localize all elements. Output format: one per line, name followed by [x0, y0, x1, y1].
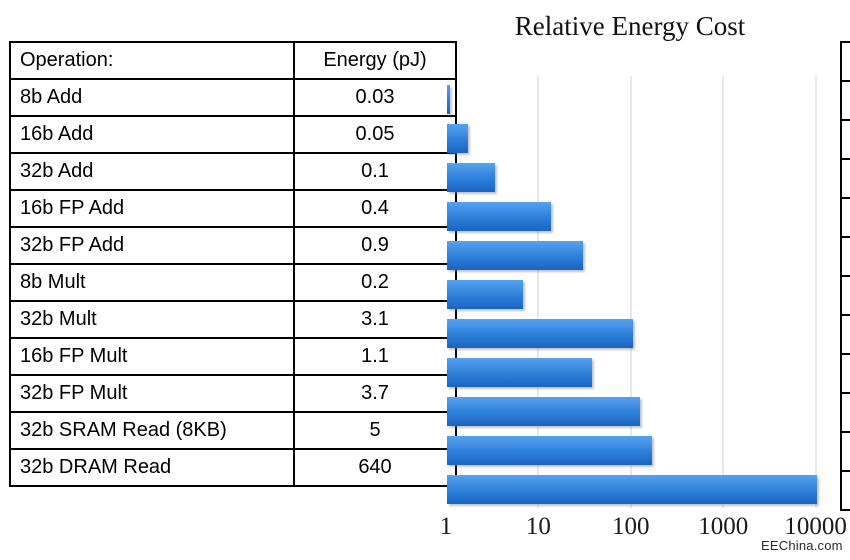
energy-cell: 0.2 [293, 263, 457, 302]
operation-cell: 32b FP Mult [9, 374, 295, 413]
bar-32b-sram-read-8kb- [447, 436, 653, 465]
col-header-operation: Operation: [9, 41, 295, 80]
operation-cell: 32b SRAM Read (8KB) [9, 411, 295, 450]
bar-32b-mult [447, 319, 634, 348]
operation-cell: 16b Add [9, 115, 295, 154]
col-header-energy: Energy (pJ) [293, 41, 457, 80]
energy-cell: 0.9 [293, 226, 457, 265]
right-table-cell [842, 160, 850, 199]
right-table-cell [842, 472, 850, 511]
operation-cell: 8b Add [9, 78, 295, 117]
energy-cell: 0.1 [293, 152, 457, 191]
energy-cell: 1.1 [293, 337, 457, 376]
table-row: 32b FP Add 0.9 [9, 226, 457, 265]
right-table-cell [842, 121, 850, 160]
energy-cell: 0.05 [293, 115, 457, 154]
bar-16b-add [447, 124, 469, 153]
gridline [814, 76, 817, 508]
bar-32b-fp-add [447, 241, 584, 270]
operation-cell: 8b Mult [9, 263, 295, 302]
gridline [629, 76, 632, 508]
watermark: EEChina.com [761, 538, 843, 553]
energy-cell: 3.1 [293, 300, 457, 339]
energy-cell: 640 [293, 448, 457, 487]
operation-cell: 16b FP Add [9, 189, 295, 228]
right-table-cell [842, 316, 850, 355]
table-header-row: Operation: Energy (pJ) [9, 41, 457, 80]
right-table-cell [842, 238, 850, 277]
right-table-cell [842, 277, 850, 316]
energy-table-body: 8b Add 0.03 16b Add 0.05 32b Add 0.1 16b FP Ad… [9, 78, 457, 487]
table-row: 32b FP Mult 3.7 [9, 374, 457, 413]
right-table-cell [842, 433, 850, 472]
energy-cell: 0.4 [293, 189, 457, 228]
right-table-cell [842, 43, 850, 82]
operation-cell: 32b FP Add [9, 226, 295, 265]
energy-cell: 5 [293, 411, 457, 450]
bar-8b-add [447, 85, 450, 114]
bar-32b-add [447, 163, 495, 192]
right-table-cell [842, 355, 850, 394]
right-table-fragment [840, 41, 850, 511]
x-tick-label: 10000 [784, 513, 847, 540]
right-table-cell [842, 199, 850, 238]
x-tick-label: 1000 [698, 513, 749, 540]
table-row: 32b DRAM Read 640 [9, 448, 457, 487]
table-row: 8b Mult 0.2 [9, 263, 457, 302]
energy-cell: 0.03 [293, 78, 457, 117]
table-row: 16b FP Add 0.4 [9, 189, 457, 228]
operation-cell: 32b DRAM Read [9, 448, 295, 487]
table-row: 32b Mult 3.1 [9, 300, 457, 339]
right-table-cell [842, 394, 850, 433]
table-row: 16b Add 0.05 [9, 115, 457, 154]
chart-title: Relative Energy Cost [514, 11, 746, 41]
operation-cell: 32b Add [9, 152, 295, 191]
x-tick-label: 100 [612, 513, 650, 540]
right-table-cell [842, 82, 850, 121]
bar-8b-mult [447, 280, 524, 309]
operation-cell: 32b Mult [9, 300, 295, 339]
bar-32b-dram-read [447, 475, 817, 504]
bar-chart [446, 42, 843, 508]
bar-16b-fp-add [447, 202, 551, 231]
gridline [537, 76, 540, 508]
table-row: 8b Add 0.03 [9, 78, 457, 117]
x-axis-labels: 1 10 100 1000 10000 [440, 513, 847, 547]
bar-16b-fp-mult [447, 358, 592, 387]
operation-cell: 16b FP Mult [9, 337, 295, 376]
table-row: 16b FP Mult 1.1 [9, 337, 457, 376]
energy-cell: 3.7 [293, 374, 457, 413]
bar-32b-fp-mult [447, 397, 641, 426]
x-tick-label: 1 [439, 513, 453, 540]
x-tick-label: 10 [525, 513, 551, 540]
energy-table: Operation: Energy (pJ) 8b Add 0.03 16b Add… [9, 41, 457, 487]
gridline [722, 76, 725, 508]
table-row: 32b Add 0.1 [9, 152, 457, 191]
table-row: 32b SRAM Read (8KB) 5 [9, 411, 457, 450]
